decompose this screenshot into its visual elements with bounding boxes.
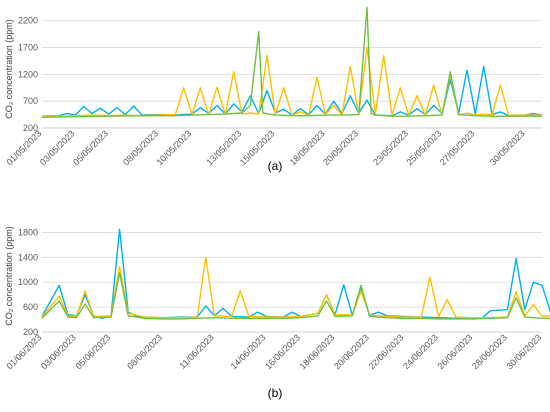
x-tick-label: 23/05/2023 bbox=[371, 128, 410, 167]
x-tick-label: 18/06/2023 bbox=[298, 332, 337, 371]
x-tick-label: 08/05/2023 bbox=[121, 128, 160, 167]
y-tick-label: 600 bbox=[23, 302, 38, 312]
x-tick-label: 03/05/2023 bbox=[38, 128, 77, 167]
y-tick-label: 700 bbox=[23, 96, 38, 106]
series-line-2 bbox=[41, 46, 542, 118]
y-axis-label: CO₂ concentration (ppm) bbox=[4, 19, 14, 119]
x-tick-label: 08/06/2023 bbox=[125, 332, 164, 371]
y-tick-label: 1000 bbox=[18, 277, 38, 287]
series-line-3 bbox=[41, 272, 550, 320]
x-tick-label: 22/06/2023 bbox=[367, 332, 406, 371]
x-tick-label: 14/06/2023 bbox=[229, 332, 268, 371]
x-tick-label: 18/05/2023 bbox=[288, 128, 327, 167]
x-tick-label: 20/06/2023 bbox=[332, 332, 371, 371]
y-axis-label: CO₂ concentration (ppm) bbox=[4, 226, 14, 326]
chart-panel-a: 200 700 1200 1700 2200 01/05/202303/05/202305… bbox=[4, 6, 543, 173]
x-tick-label: 03/06/2023 bbox=[39, 332, 78, 371]
x-tick-label: 20/05/2023 bbox=[321, 128, 360, 167]
y-tick-label: 1700 bbox=[18, 43, 38, 53]
series-line-2 bbox=[41, 256, 550, 319]
x-tick-label: 01/05/2023 bbox=[4, 128, 43, 167]
x-tick-label: 01/06/2023 bbox=[4, 332, 43, 371]
x-tick-label: 27/05/2023 bbox=[438, 128, 477, 167]
chart-panel-b: 200 600 1000 1400 1800 01/06/202303/06/202305… bbox=[4, 226, 550, 400]
x-tick-label: 24/06/2023 bbox=[401, 332, 440, 371]
y-tick-label: 200 bbox=[23, 123, 38, 133]
y-tick-label: 1200 bbox=[18, 69, 38, 79]
y-tick-label: 1400 bbox=[18, 252, 38, 262]
panel-label: (a) bbox=[268, 159, 283, 173]
x-tick-label: 25/05/2023 bbox=[404, 128, 443, 167]
series-line-1 bbox=[41, 65, 543, 117]
series-line-3 bbox=[41, 6, 542, 118]
x-tick-label: 26/06/2023 bbox=[436, 332, 475, 371]
x-tick-label: 30/05/2023 bbox=[488, 128, 527, 167]
panel-label: (b) bbox=[268, 386, 283, 400]
x-tick-label: 05/06/2023 bbox=[73, 332, 112, 371]
x-tick-label: 05/05/2023 bbox=[71, 128, 110, 167]
x-tick-label: 11/06/2023 bbox=[177, 332, 215, 370]
y-tick-label: 1800 bbox=[18, 227, 38, 237]
y-tick-label: 200 bbox=[23, 327, 38, 337]
x-tick-label: 28/06/2023 bbox=[470, 332, 509, 371]
x-tick-label: 13/05/2023 bbox=[204, 128, 243, 167]
y-tick-label: 2200 bbox=[18, 16, 38, 26]
x-tick-label: 30/06/2023 bbox=[504, 332, 543, 371]
x-tick-label: 16/06/2023 bbox=[263, 332, 302, 371]
x-tick-label: 10/05/2023 bbox=[154, 128, 193, 167]
